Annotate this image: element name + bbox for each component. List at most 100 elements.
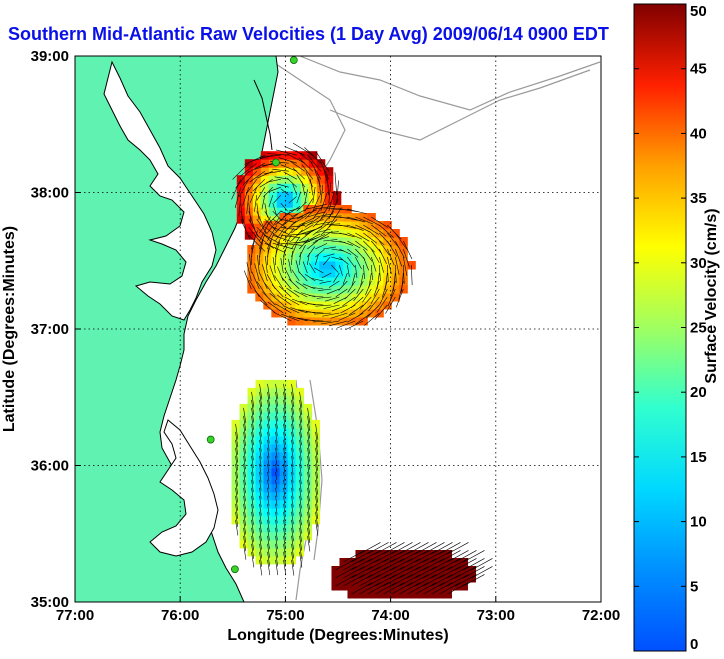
velocity-cell: [252, 167, 262, 176]
velocity-arrow: [431, 558, 453, 571]
velocity-arrow: [251, 439, 254, 453]
velocity-cell: [343, 285, 352, 294]
velocity-arrow: [351, 574, 373, 587]
velocity-arrow: [367, 558, 389, 571]
velocity-arrow: [259, 154, 281, 158]
velocity-arrow: [362, 288, 372, 303]
velocity-cell: [268, 191, 278, 200]
velocity-arrow: [407, 550, 429, 563]
velocity-arrow: [251, 238, 256, 258]
velocity-arrow: [315, 455, 319, 471]
velocity-arrow: [399, 574, 421, 587]
velocity-arrow: [275, 431, 278, 444]
velocity-cell: [247, 277, 256, 286]
velocity-cell: [255, 245, 264, 254]
velocity-arrow: [267, 423, 270, 437]
velocity-arrow: [318, 288, 332, 292]
velocity-cell: [443, 582, 452, 591]
velocity-arrow: [347, 224, 364, 231]
velocity-cell: [319, 277, 328, 286]
velocity-arrow: [326, 174, 330, 196]
velocity-arrow: [251, 543, 255, 559]
velocity-arrow: [313, 267, 324, 274]
velocity-arrow: [267, 240, 272, 258]
velocity-cell: [303, 213, 312, 222]
velocity-arrow: [342, 272, 348, 285]
velocity-arrow: [251, 527, 254, 542]
velocity-arrow: [286, 287, 300, 298]
velocity-arrow: [355, 264, 358, 279]
velocity-arrow: [259, 535, 262, 550]
velocity-cell: [308, 167, 318, 176]
velocity-arrow: [243, 439, 246, 454]
velocity-cell: [303, 285, 312, 294]
velocity-arrow: [447, 550, 469, 563]
velocity-arrow: [231, 179, 242, 200]
velocity-arrow: [275, 535, 278, 550]
velocity-arrow: [256, 170, 273, 179]
colorbar-tick-label: 25: [690, 320, 707, 337]
velocity-cell: [451, 582, 460, 591]
velocity-arrow: [307, 463, 310, 478]
velocity-cell: [311, 309, 320, 318]
velocity-arrow: [291, 236, 301, 250]
velocity-arrow: [431, 550, 453, 563]
velocity-arrow: [447, 574, 469, 587]
velocity-arrow: [243, 487, 246, 502]
velocity-arrow: [275, 383, 279, 400]
velocity-arrow: [275, 149, 297, 156]
velocity-arrow: [334, 172, 338, 196]
velocity-cell: [343, 269, 352, 278]
velocity-arrow: [399, 582, 421, 595]
velocity-arrow: [307, 503, 310, 518]
velocity-cell: [255, 277, 264, 286]
velocity-cell: [335, 317, 344, 326]
velocity-cell: [435, 558, 444, 567]
velocity-arrow: [235, 431, 239, 448]
velocity-arrow: [264, 203, 268, 218]
velocity-arrow: [272, 242, 294, 250]
velocity-arrow: [267, 225, 278, 242]
velocity-cell: [260, 151, 270, 160]
velocity-arrow: [399, 558, 421, 571]
velocity-arrow: [280, 210, 293, 216]
velocity-arrow: [251, 391, 255, 408]
velocity-cell: [263, 229, 272, 238]
velocity-arrow: [288, 259, 292, 274]
velocity-cell: [300, 175, 310, 184]
velocity-arrow: [251, 447, 254, 461]
velocity-cell: [311, 269, 320, 278]
velocity-arrow: [254, 263, 260, 282]
velocity-arrow: [315, 471, 319, 487]
velocity-arrow: [314, 169, 322, 188]
velocity-cell: [276, 167, 286, 176]
velocity-arrow: [274, 275, 284, 290]
velocity-cell: [332, 199, 342, 208]
y-tick-label: 37:00: [31, 321, 69, 338]
velocity-arrow: [359, 558, 381, 571]
velocity-arrow: [337, 320, 356, 329]
velocity-arrow: [251, 471, 254, 484]
velocity-arrow: [307, 535, 311, 552]
velocity-arrow: [431, 542, 453, 555]
velocity-arrow: [343, 558, 365, 571]
velocity-arrow: [283, 511, 286, 524]
velocity-arrow: [355, 312, 372, 325]
velocity-arrow: [256, 281, 268, 298]
velocity-arrow: [376, 272, 380, 289]
velocity-arrow: [302, 283, 316, 290]
velocity-arrow: [259, 272, 268, 290]
velocity-cell: [295, 309, 304, 318]
velocity-cell: [303, 309, 312, 318]
velocity-arrow: [367, 574, 389, 587]
velocity-cell: [295, 269, 304, 278]
velocity-arrow: [312, 186, 316, 204]
velocity-cell: [363, 558, 372, 567]
velocity-cell: [411, 590, 420, 599]
velocity-cell: [399, 277, 408, 286]
velocity-arrow: [243, 519, 247, 535]
velocity-arrow: [284, 296, 300, 306]
velocity-cell: [263, 285, 272, 294]
velocity-arrow: [259, 239, 264, 258]
velocity-arrow: [320, 184, 324, 204]
